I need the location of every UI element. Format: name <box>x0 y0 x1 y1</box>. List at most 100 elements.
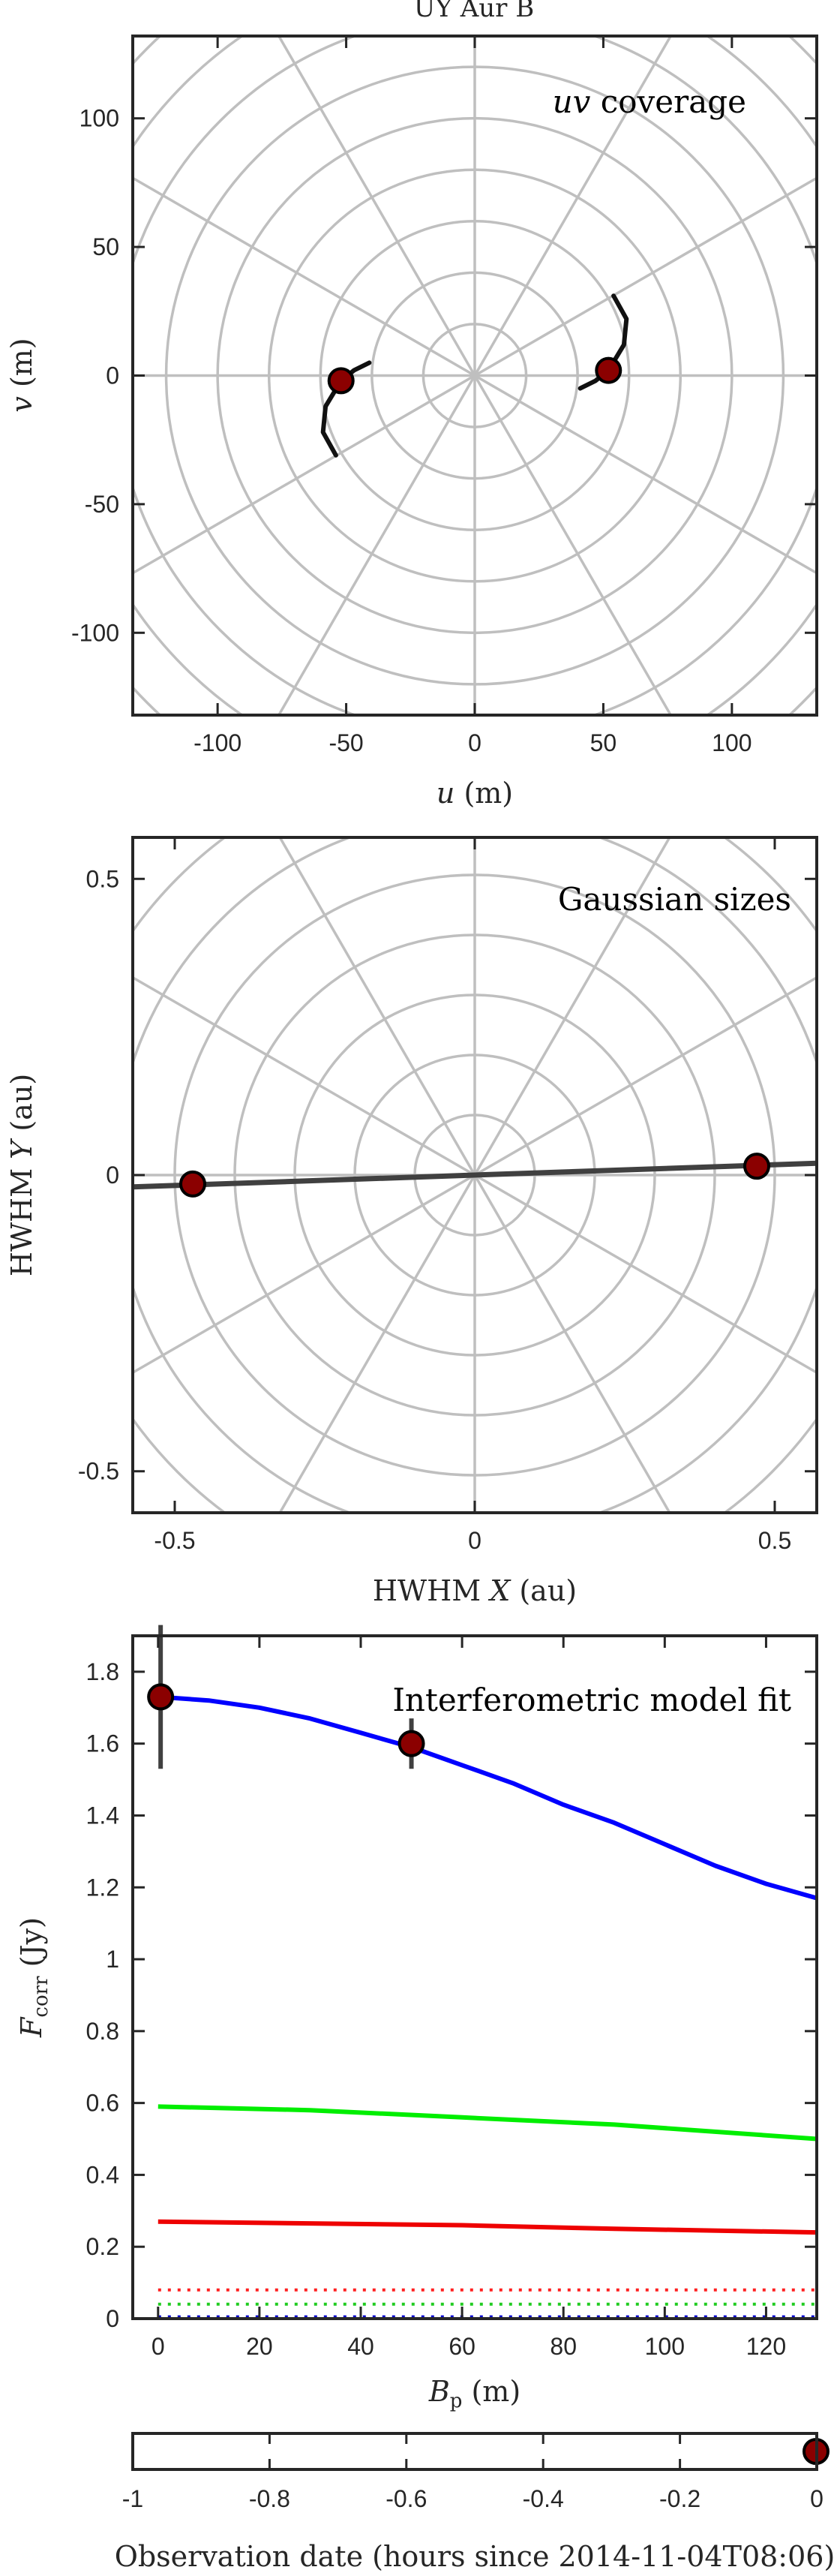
y-tick-label: 100 <box>80 105 119 132</box>
fcorr-chart-title: Interferometric model fit <box>392 1682 791 1718</box>
time-tick-label: -0.8 <box>249 2485 290 2512</box>
fcorr-series-line <box>158 2104 817 2142</box>
fcorr-point <box>147 1683 175 1711</box>
gauss-x-axis-label: HWHM X (au) <box>373 1574 577 1607</box>
polar-grid-spoke <box>278 837 671 1513</box>
gauss-ylabel-var: Y <box>5 1138 38 1159</box>
x-tick-label: 100 <box>712 729 752 756</box>
fcorr-series-line <box>158 2219 817 2235</box>
fcorr-ylabel-var: F <box>15 2016 48 2038</box>
y-tick-label: 1.8 <box>86 1658 119 1685</box>
time-tick-label: -1 <box>122 2485 143 2512</box>
x-tick-label: 50 <box>590 729 617 756</box>
gauss-xlabel-pre: HWHM <box>373 1574 490 1607</box>
fcorr-x-ticks: 0 20 40 60 80 100 120 <box>152 1636 786 2360</box>
y-tick-label: 0 <box>106 2305 119 2332</box>
uv-y-axis-label: v (m) <box>5 338 38 412</box>
y-tick-label: 1 <box>106 1946 119 1973</box>
fcorr-point <box>398 1730 425 1757</box>
time-tick-label: 0 <box>810 2485 824 2512</box>
uv-points <box>327 356 622 395</box>
uv-title-rest: coverage <box>590 83 746 120</box>
x-tick-label: 20 <box>246 2333 273 2360</box>
uv-ylabel-var: v <box>5 396 38 413</box>
gauss-orientation-line <box>133 1160 817 1190</box>
y-tick-label: 0.4 <box>86 2161 119 2188</box>
time-x-ticks: -1 -0.8 -0.6 -0.4 -0.2 0 <box>122 2433 824 2512</box>
uv-y-ticks: -100 -50 0 50 100 <box>71 105 817 646</box>
time-tick-label: -0.4 <box>523 2485 564 2512</box>
gauss-chart-title: Gaussian sizes <box>558 881 791 918</box>
page-title: UY Aur B <box>414 0 534 23</box>
x-tick-label: 0 <box>468 1527 482 1554</box>
uv-point <box>327 367 355 395</box>
gauss-points <box>179 1153 770 1198</box>
gauss-ylabel-unit: (au) <box>5 1074 38 1141</box>
x-tick-label: 100 <box>645 2333 685 2360</box>
time-x-axis-label: Observation date (hours since 2014-11-04… <box>115 2540 834 2573</box>
fcorr-xlabel-sub: p <box>450 2390 463 2412</box>
uv-tracks <box>320 293 629 458</box>
uv-point <box>595 356 622 384</box>
gauss-ylabel-pre: HWHM <box>5 1159 38 1276</box>
fcorr-xlabel-var: B <box>428 2375 450 2408</box>
x-tick-label: -100 <box>194 729 242 756</box>
y-tick-label: -0.5 <box>78 1458 119 1485</box>
x-tick-label: 60 <box>448 2333 476 2360</box>
polar-grid-spoke <box>278 837 671 1513</box>
uv-ylabel-unit: (m) <box>5 338 38 396</box>
gauss-xlabel-var: X <box>488 1574 512 1607</box>
y-tick-label: 1.6 <box>86 1730 119 1757</box>
gauss-y-ticks: -0.5 0 0.5 <box>78 865 817 1485</box>
y-tick-label: 1.2 <box>86 1874 119 1901</box>
gauss-point <box>179 1170 206 1198</box>
uv-track-line <box>320 360 372 458</box>
x-tick-label: 0 <box>152 2333 165 2360</box>
observation-time-chart: -1 -0.8 -0.6 -0.4 -0.2 0 Observation date (ho… <box>115 2432 834 2573</box>
gauss-fit-line <box>133 1160 817 1190</box>
fcorr-series <box>158 1694 817 2319</box>
fcorr-plot-frame <box>131 1634 818 2320</box>
time-tick-label: -0.2 <box>659 2485 700 2512</box>
gauss-point <box>743 1153 770 1180</box>
y-tick-label: 0.8 <box>86 2018 119 2045</box>
gauss-xlabel-unit: (au) <box>510 1574 577 1607</box>
time-plot-frame <box>131 2432 818 2471</box>
uv-x-ticks: -100 -50 0 50 100 <box>194 36 752 756</box>
y-tick-label: 0.6 <box>86 2090 119 2117</box>
uv-track-line <box>578 293 629 391</box>
model-fit-chart: 0 20 40 60 80 100 120 0 0.2 0.4 0.6 0.8 1 1.2 1.4 1.6 1… <box>15 1625 818 2412</box>
y-tick-label: -100 <box>71 619 119 646</box>
uv-xlabel-unit: (m) <box>454 777 513 810</box>
x-tick-label: 120 <box>746 2333 786 2360</box>
y-tick-label: -50 <box>85 491 119 518</box>
y-tick-label: 50 <box>92 233 119 260</box>
y-tick-label: 0 <box>106 1162 119 1189</box>
y-tick-label: 0.5 <box>86 865 119 892</box>
polar-grid-spoke <box>277 36 673 715</box>
fcorr-x-axis-label: Bp (m) <box>428 2375 520 2412</box>
uv-title-italic: uv <box>553 83 591 120</box>
uv-chart-title: uv coverage <box>553 83 746 120</box>
uv-xlabel-var: u <box>436 777 454 810</box>
fcorr-points <box>147 1625 425 1769</box>
time-tick-label: -0.6 <box>386 2485 427 2512</box>
fcorr-xlabel-unit: (m) <box>462 2375 520 2408</box>
x-tick-label: 0.5 <box>758 1527 791 1554</box>
gauss-y-axis-label: HWHM Y (au) <box>5 1074 38 1276</box>
y-tick-label: 0 <box>106 362 119 389</box>
x-tick-label: -0.5 <box>154 1527 195 1554</box>
uv-polar-grid <box>133 36 817 715</box>
fcorr-ylabel-sub: corr <box>30 1976 52 2018</box>
polar-grid-spoke <box>277 36 673 715</box>
fcorr-series-line <box>158 1694 817 1901</box>
x-tick-label: 0 <box>468 729 482 756</box>
fcorr-y-axis-label: Fcorr (Jy) <box>15 1917 52 2038</box>
fcorr-ylabel-unit: (Jy) <box>15 1917 48 1976</box>
uv-x-axis-label: u (m) <box>436 777 513 810</box>
fcorr-y-ticks: 0 0.2 0.4 0.6 0.8 1 1.2 1.4 1.6 1.8 <box>86 1658 817 2332</box>
